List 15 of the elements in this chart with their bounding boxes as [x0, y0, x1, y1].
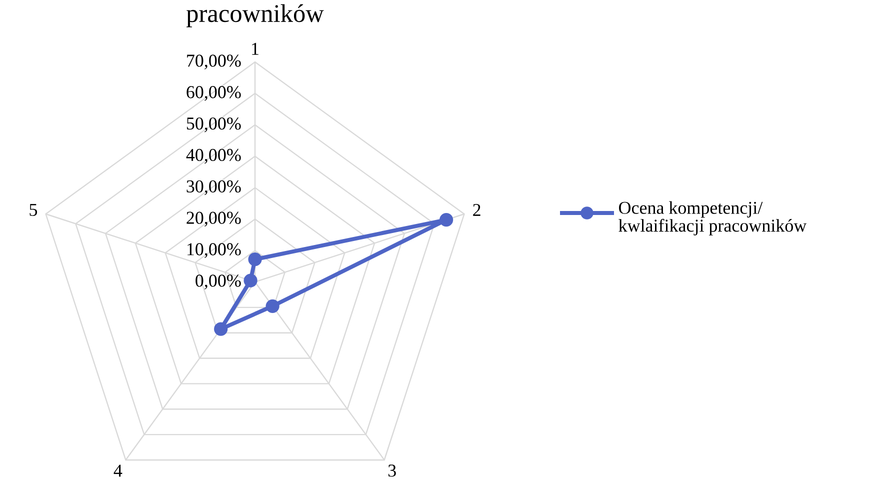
y-tick-label: 40,00% — [186, 148, 241, 164]
y-tick-label: 30,00% — [186, 180, 241, 196]
spoke-label: 3 — [388, 464, 396, 477]
y-tick-label: 20,00% — [186, 212, 241, 226]
spoke-label: 1 — [252, 42, 258, 55]
y-tick-label: 70,00% — [187, 54, 241, 70]
spoke-label: 5 — [30, 204, 38, 216]
spoke-label: 4 — [114, 464, 122, 477]
legend-label: Ocena kompetencji/ kwlaifikacji pracowników — [618, 201, 807, 236]
spoke-label: 2 — [473, 204, 480, 216]
y-tick-label: 10,00% — [188, 243, 241, 258]
y-tick-label: 60,00% — [186, 86, 241, 101]
chart-title: pracowników — [186, 4, 324, 28]
y-tick-label: 0,00% — [196, 274, 241, 290]
y-tick-label: 50,00% — [186, 117, 241, 132]
